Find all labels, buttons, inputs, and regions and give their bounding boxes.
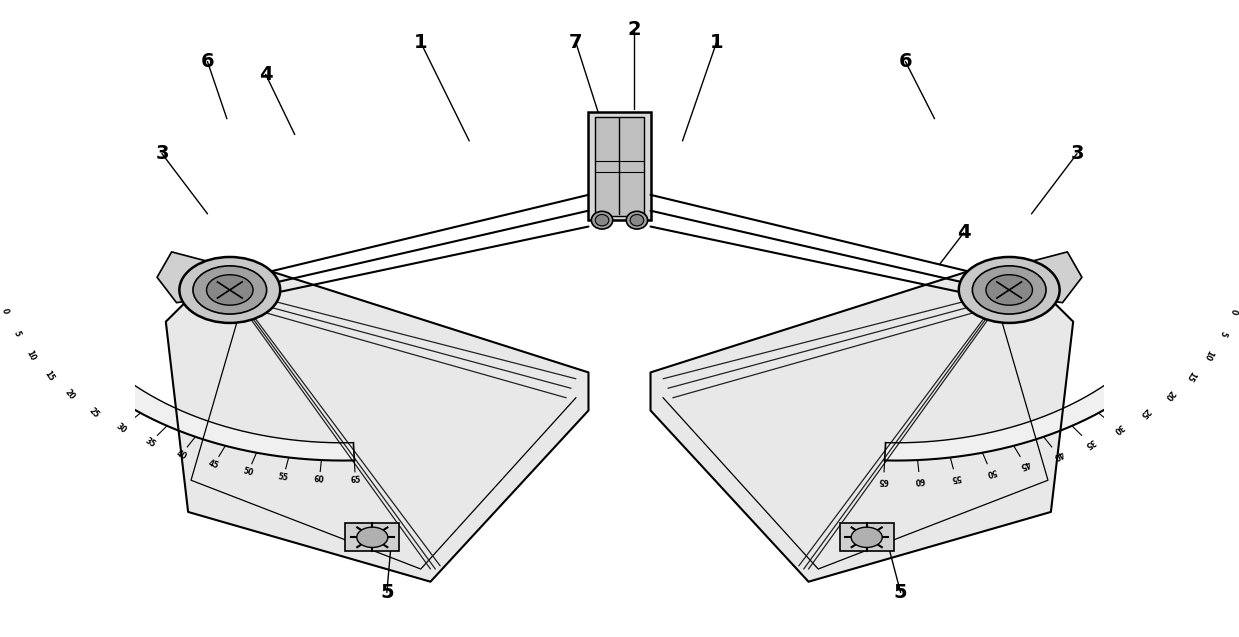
Circle shape xyxy=(986,275,1032,305)
Text: 50: 50 xyxy=(985,466,997,478)
Text: 3: 3 xyxy=(155,144,169,163)
Text: 25: 25 xyxy=(1139,406,1152,420)
Text: 10: 10 xyxy=(1202,348,1214,362)
Text: 35: 35 xyxy=(1083,436,1097,449)
Text: 0: 0 xyxy=(0,308,10,315)
Text: 20: 20 xyxy=(63,388,77,402)
Text: 5: 5 xyxy=(1218,330,1228,338)
Text: 5: 5 xyxy=(11,330,21,338)
Text: 25: 25 xyxy=(87,406,100,420)
Circle shape xyxy=(180,257,280,323)
FancyBboxPatch shape xyxy=(589,112,650,220)
Polygon shape xyxy=(166,258,589,582)
Text: 40: 40 xyxy=(1051,448,1064,461)
Text: 45: 45 xyxy=(1018,459,1032,471)
Text: 65: 65 xyxy=(878,476,888,485)
Text: 15: 15 xyxy=(42,369,56,383)
Text: 5: 5 xyxy=(380,583,394,602)
Text: 3: 3 xyxy=(1070,144,1084,163)
Text: 1: 1 xyxy=(710,33,724,52)
Text: 1: 1 xyxy=(414,33,427,52)
FancyBboxPatch shape xyxy=(346,524,399,551)
Ellipse shape xyxy=(631,215,644,226)
Text: 55: 55 xyxy=(278,472,289,483)
Polygon shape xyxy=(650,258,1073,582)
Ellipse shape xyxy=(595,215,608,226)
Text: 65: 65 xyxy=(351,476,361,485)
Text: 4: 4 xyxy=(259,65,273,84)
Text: 7: 7 xyxy=(569,33,582,52)
Circle shape xyxy=(193,266,266,314)
Text: 5: 5 xyxy=(893,583,907,602)
Text: 55: 55 xyxy=(950,472,961,483)
Circle shape xyxy=(357,527,388,547)
Circle shape xyxy=(207,275,253,305)
Text: 2: 2 xyxy=(627,20,641,39)
Circle shape xyxy=(973,266,1046,314)
Text: 30: 30 xyxy=(1111,422,1125,436)
Polygon shape xyxy=(157,252,221,303)
Text: 0: 0 xyxy=(1229,308,1239,315)
Text: 45: 45 xyxy=(207,459,221,471)
FancyBboxPatch shape xyxy=(840,524,893,551)
Text: 6: 6 xyxy=(898,52,912,71)
Polygon shape xyxy=(35,301,354,461)
FancyBboxPatch shape xyxy=(595,117,644,216)
Text: 6: 6 xyxy=(201,52,214,71)
Text: 60: 60 xyxy=(313,475,325,485)
Polygon shape xyxy=(885,301,1204,461)
Text: 40: 40 xyxy=(175,448,188,461)
Text: 50: 50 xyxy=(242,466,254,478)
Text: 20: 20 xyxy=(1162,388,1176,402)
Circle shape xyxy=(959,257,1059,323)
Circle shape xyxy=(851,527,882,547)
Polygon shape xyxy=(1018,252,1082,303)
Ellipse shape xyxy=(626,211,648,229)
Text: 10: 10 xyxy=(25,348,37,362)
Ellipse shape xyxy=(591,211,613,229)
Text: 60: 60 xyxy=(914,475,926,485)
Text: 35: 35 xyxy=(142,436,156,449)
Text: 15: 15 xyxy=(1183,369,1197,383)
Text: 30: 30 xyxy=(114,422,128,436)
Text: 4: 4 xyxy=(957,224,970,243)
